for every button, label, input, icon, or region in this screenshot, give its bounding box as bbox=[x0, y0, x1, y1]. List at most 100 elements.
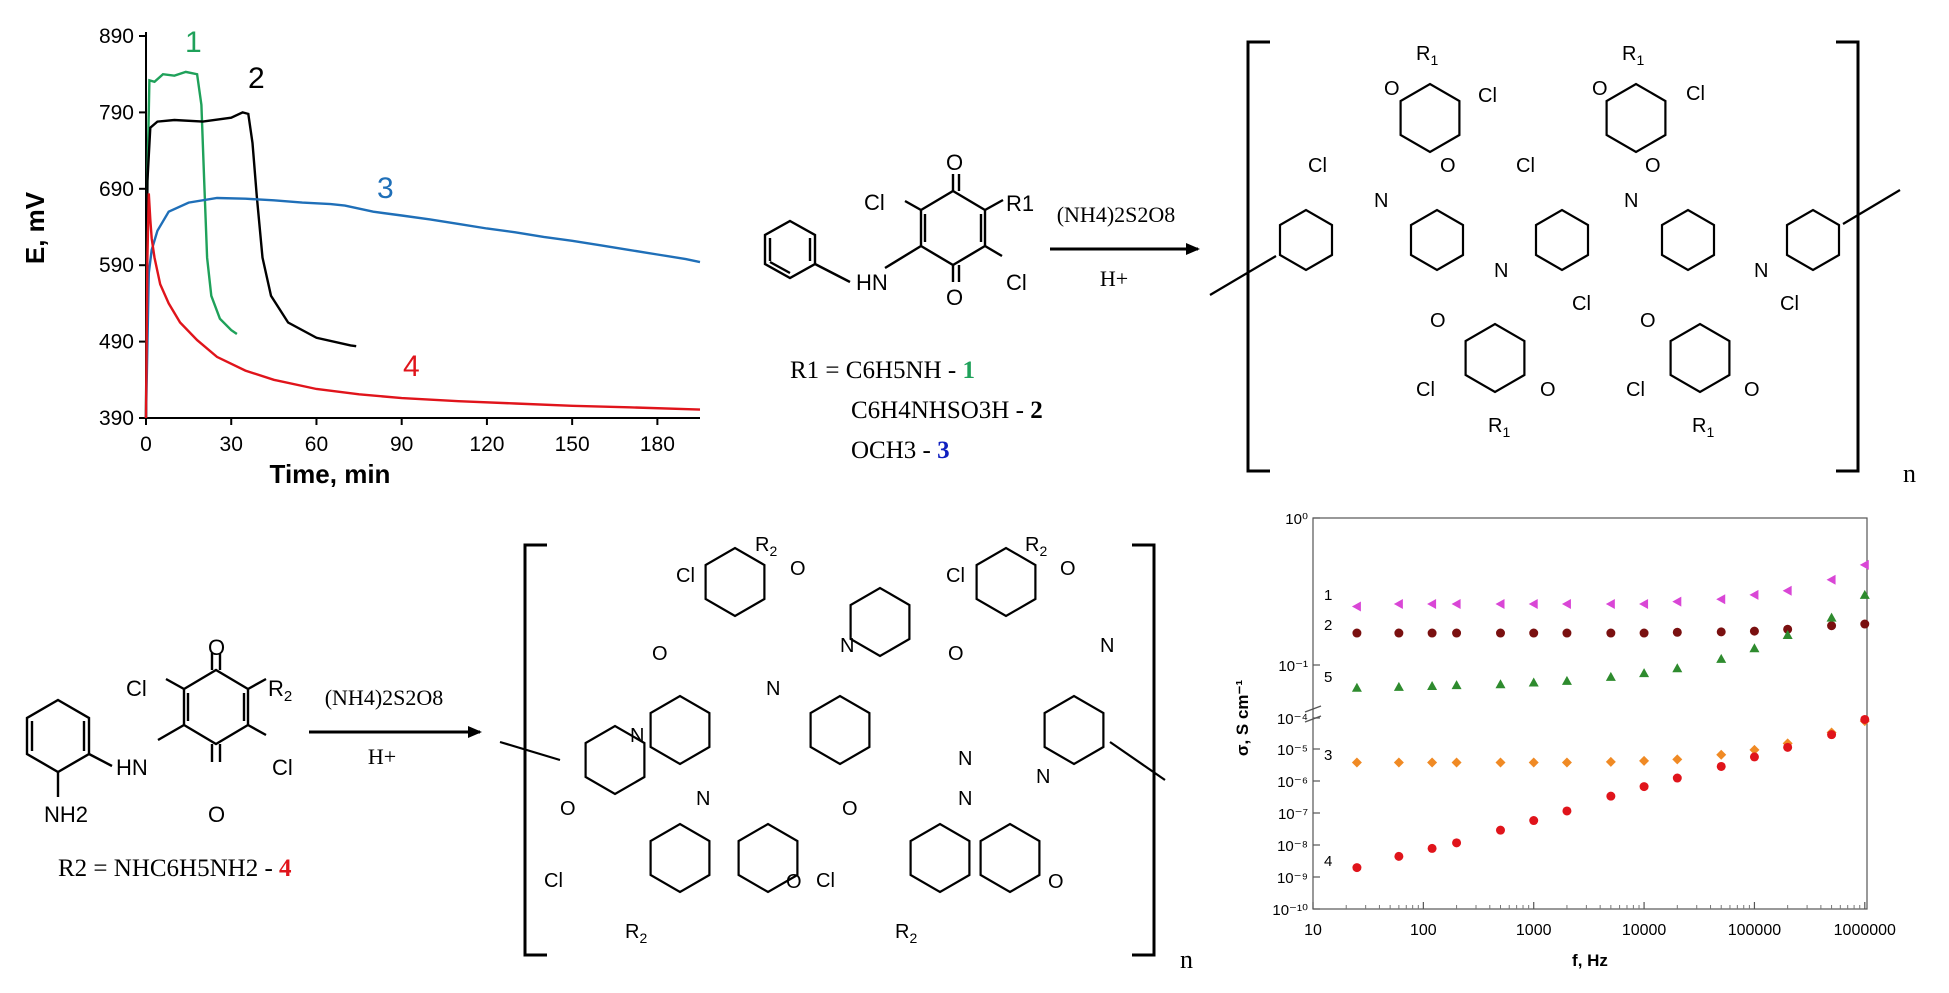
chart2-point-2 bbox=[1749, 626, 1759, 636]
subscript: 1 bbox=[1502, 424, 1510, 440]
monomer-label-Cl-left: Cl bbox=[864, 190, 885, 215]
polymer-bottom-Cl-atom: Cl bbox=[946, 565, 965, 587]
chart2-series-label-4: 4 bbox=[1324, 853, 1332, 870]
chart2-y-tick-label: 10⁰ bbox=[1285, 511, 1308, 528]
chart2-y-tick-label: 10⁻⁹ bbox=[1277, 870, 1308, 887]
polymer-top-phenyl-ring bbox=[1660, 208, 1716, 272]
polymer-top-atom: O bbox=[1640, 310, 1656, 332]
chart2-y-tick-label: 10⁻¹ bbox=[1278, 658, 1308, 675]
chart1-x-tick-label: 90 bbox=[390, 433, 413, 456]
chart2-point-4 bbox=[1495, 825, 1505, 835]
monomer2-R2: R2 bbox=[268, 676, 292, 705]
monomer-label-O-top: O bbox=[946, 150, 963, 175]
chart2-point-4 bbox=[1827, 730, 1837, 740]
chart2-x-tick-label: 10 bbox=[1304, 922, 1322, 939]
chart2-axis-break-mark bbox=[1304, 705, 1322, 713]
polymer-bottom-O-atom: O bbox=[652, 643, 668, 665]
polymer-top-quinone-ring bbox=[1605, 82, 1667, 154]
polymer-top-atom: Cl bbox=[1308, 155, 1327, 177]
polymer-top-phenyl-ring bbox=[1278, 208, 1334, 272]
chart2-point-2 bbox=[1672, 627, 1682, 637]
chart1-x-tick-label: 120 bbox=[469, 433, 504, 456]
polymer-top-atom: O bbox=[1440, 155, 1456, 177]
chart1-series-line-4 bbox=[144, 193, 701, 419]
conductivity-frequency-chart: 10⁰ 10⁻¹ 10⁻⁴ 10⁻⁵ 10⁻⁶ 10⁻⁷ 10⁻⁸ 10⁻⁹ 10⁻¹⁰ 10 10… bbox=[1233, 511, 1896, 970]
reagent-label-bottom: (NH4)2S2O8 bbox=[325, 685, 444, 710]
repeat-n-bottom: n bbox=[1180, 945, 1193, 974]
chart1-x-tick-label: 30 bbox=[220, 433, 243, 456]
polymer-top-atom: O bbox=[1744, 379, 1760, 401]
polymer-top-atom: O bbox=[1384, 78, 1400, 100]
chart2-point-5 bbox=[1528, 677, 1539, 687]
polymer-bottom-N-atom: N bbox=[630, 725, 644, 747]
chart2-point-1 bbox=[1528, 598, 1538, 609]
polymer-bottom-ring bbox=[1043, 694, 1105, 766]
chart2-point-1 bbox=[1451, 598, 1461, 609]
chart2-point-5 bbox=[1451, 680, 1462, 690]
polymer-bottom-N-atom: N bbox=[958, 748, 972, 770]
chart2-point-2 bbox=[1529, 628, 1539, 638]
polymer-bottom-N-atom: N bbox=[958, 788, 972, 810]
chart1-series-line-2 bbox=[144, 111, 357, 419]
r1-option-2-line: C6H4NHSO3H - 2 bbox=[851, 397, 1043, 424]
polymer-bracket-left-top bbox=[1246, 40, 1270, 473]
chart2-point-4 bbox=[1427, 843, 1437, 853]
r1-number-3: 3 bbox=[937, 437, 950, 464]
chart2-point-1 bbox=[1782, 585, 1792, 596]
chart2-x-tick-label: 100000 bbox=[1728, 922, 1781, 939]
monomer2-Cl-left: Cl bbox=[126, 676, 147, 701]
polymer-top-atom: Cl bbox=[1780, 293, 1799, 315]
chart2-point-2 bbox=[1394, 628, 1404, 638]
polymer-bottom-ring bbox=[649, 694, 711, 766]
chart2-point-5 bbox=[1716, 653, 1727, 663]
polymer-top-quinone-ring bbox=[1399, 82, 1461, 154]
polymer-top-atom: O bbox=[1592, 78, 1608, 100]
chart1-series-label-3: 3 bbox=[377, 172, 394, 205]
polymer-bottom-R2: R2 bbox=[755, 534, 777, 559]
reaction-scheme-bottom: O Cl R2 HN Cl O NH2 (NH4)2S2O8 H+ R2 = N… bbox=[25, 534, 1193, 974]
chart2-point-2 bbox=[1495, 628, 1505, 638]
polymer-bottom-N-atom: N bbox=[1100, 635, 1114, 657]
monomer-label-R1: R1 bbox=[1006, 191, 1034, 216]
chart2-point-2 bbox=[1427, 628, 1437, 638]
polymer-bottom-ring bbox=[737, 822, 799, 894]
chart2-point-3 bbox=[1716, 749, 1727, 760]
polymer-bottom-O-atom: O bbox=[842, 798, 858, 820]
chart2-point-3 bbox=[1495, 757, 1506, 768]
r1-option-1: C6H5NH - bbox=[846, 357, 963, 384]
polymer-top-atom: Cl bbox=[1686, 83, 1705, 105]
polymer-bottom-N-atom: N bbox=[766, 678, 780, 700]
polymer-top-end-bond bbox=[1209, 255, 1277, 296]
polymer-bottom-O-atom: O bbox=[786, 871, 802, 893]
chart2-point-4 bbox=[1452, 838, 1462, 848]
subscript: 2 bbox=[769, 543, 777, 559]
monomer-phenyl-ring bbox=[763, 219, 851, 284]
polymer-top-atom: Cl bbox=[1626, 379, 1645, 401]
chart2-point-5 bbox=[1859, 589, 1870, 599]
chart2-point-5 bbox=[1427, 680, 1438, 690]
acid-label-bottom: H+ bbox=[368, 744, 396, 769]
r2-definition: R2 = NHC6H5NH2 - 4 bbox=[58, 855, 292, 882]
chart2-x-tick-label: 1000 bbox=[1516, 922, 1552, 939]
chart1-axes: 0 30 60 90 120 150 180 390 490 590 690 790 890 bbox=[99, 25, 700, 456]
chart2-point-5 bbox=[1639, 668, 1650, 678]
chart1-y-axis-label: E, mV bbox=[20, 191, 50, 264]
chart2-point-5 bbox=[1672, 663, 1683, 673]
chart2-y-tick-label: 10⁻⁸ bbox=[1277, 838, 1308, 855]
polymer-bottom-N-atom: N bbox=[840, 635, 854, 657]
chart2-point-1 bbox=[1716, 594, 1726, 605]
polymer-top-atom: O bbox=[1645, 155, 1661, 177]
polymer-bottom-R2: R2 bbox=[895, 921, 917, 946]
polymer-bottom-R2: R2 bbox=[1025, 534, 1047, 559]
subscript: 2 bbox=[909, 930, 917, 946]
polymer-bottom-N-atom: N bbox=[1036, 766, 1050, 788]
polymer-bottom-R2: R2 bbox=[625, 921, 647, 946]
polymer-bottom-Cl-atom: Cl bbox=[544, 870, 563, 892]
chart1-series-line-3 bbox=[144, 196, 701, 419]
chart2-point-4 bbox=[1749, 752, 1759, 762]
polymer-bottom-O-atom: O bbox=[1060, 558, 1076, 580]
chart2-x-tick-label: 100 bbox=[1410, 922, 1437, 939]
chart2-point-2 bbox=[1452, 628, 1462, 638]
